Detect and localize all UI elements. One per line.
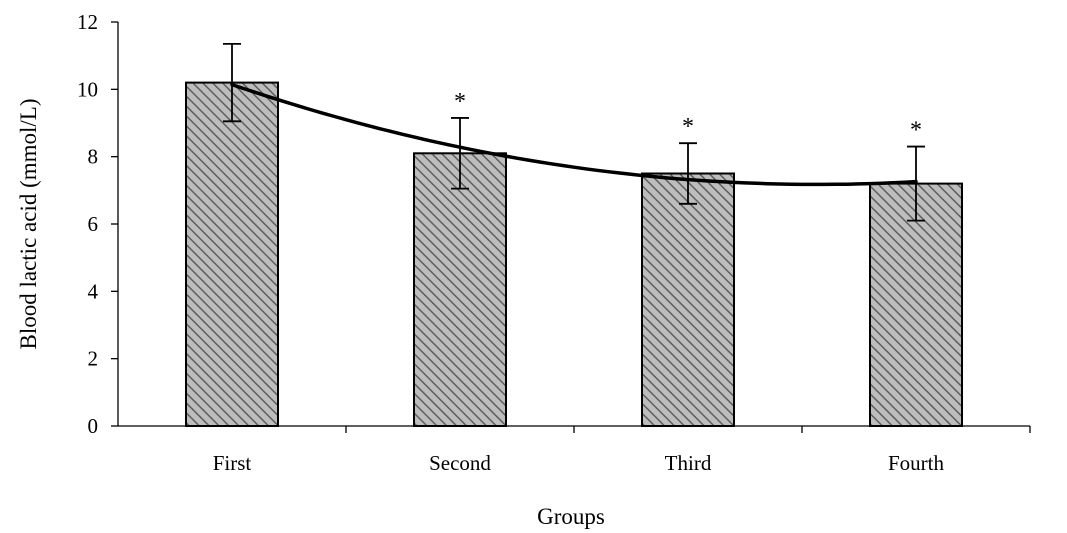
error-bars-group [223,42,925,222]
y-tick-label: 2 [88,347,99,371]
significance-mark: * [454,89,466,115]
bars-group [185,81,963,428]
y-tick-label: 4 [88,279,99,303]
y-axis-title: Blood lactic acid (mmol/L) [16,98,41,349]
x-tick-label: First [213,451,252,475]
y-tick-label: 10 [77,77,98,101]
y-tick-label: 8 [88,145,99,169]
bar-fourth [869,182,963,427]
x-tick-label: Third [665,451,712,475]
x-tick-label: Second [429,451,491,475]
bar-first [185,81,279,427]
y-ticks-group: 0 2 4 6 8 10 12 [77,10,118,438]
y-tick-label: 6 [88,212,99,236]
x-ticks-group: First Second Third Fourth [213,426,1031,475]
y-tick-label: 0 [88,414,99,438]
bar-second [413,152,507,428]
significance-mark: * [910,118,922,144]
significance-marks-group: * * * [454,89,922,144]
bar-third [641,172,735,427]
trendline-group [230,82,918,187]
y-tick-label: 12 [77,10,98,34]
x-tick-label: Fourth [888,451,945,475]
x-axis-title: Groups [537,504,605,529]
trendline [230,82,918,187]
significance-mark: * [682,114,694,140]
